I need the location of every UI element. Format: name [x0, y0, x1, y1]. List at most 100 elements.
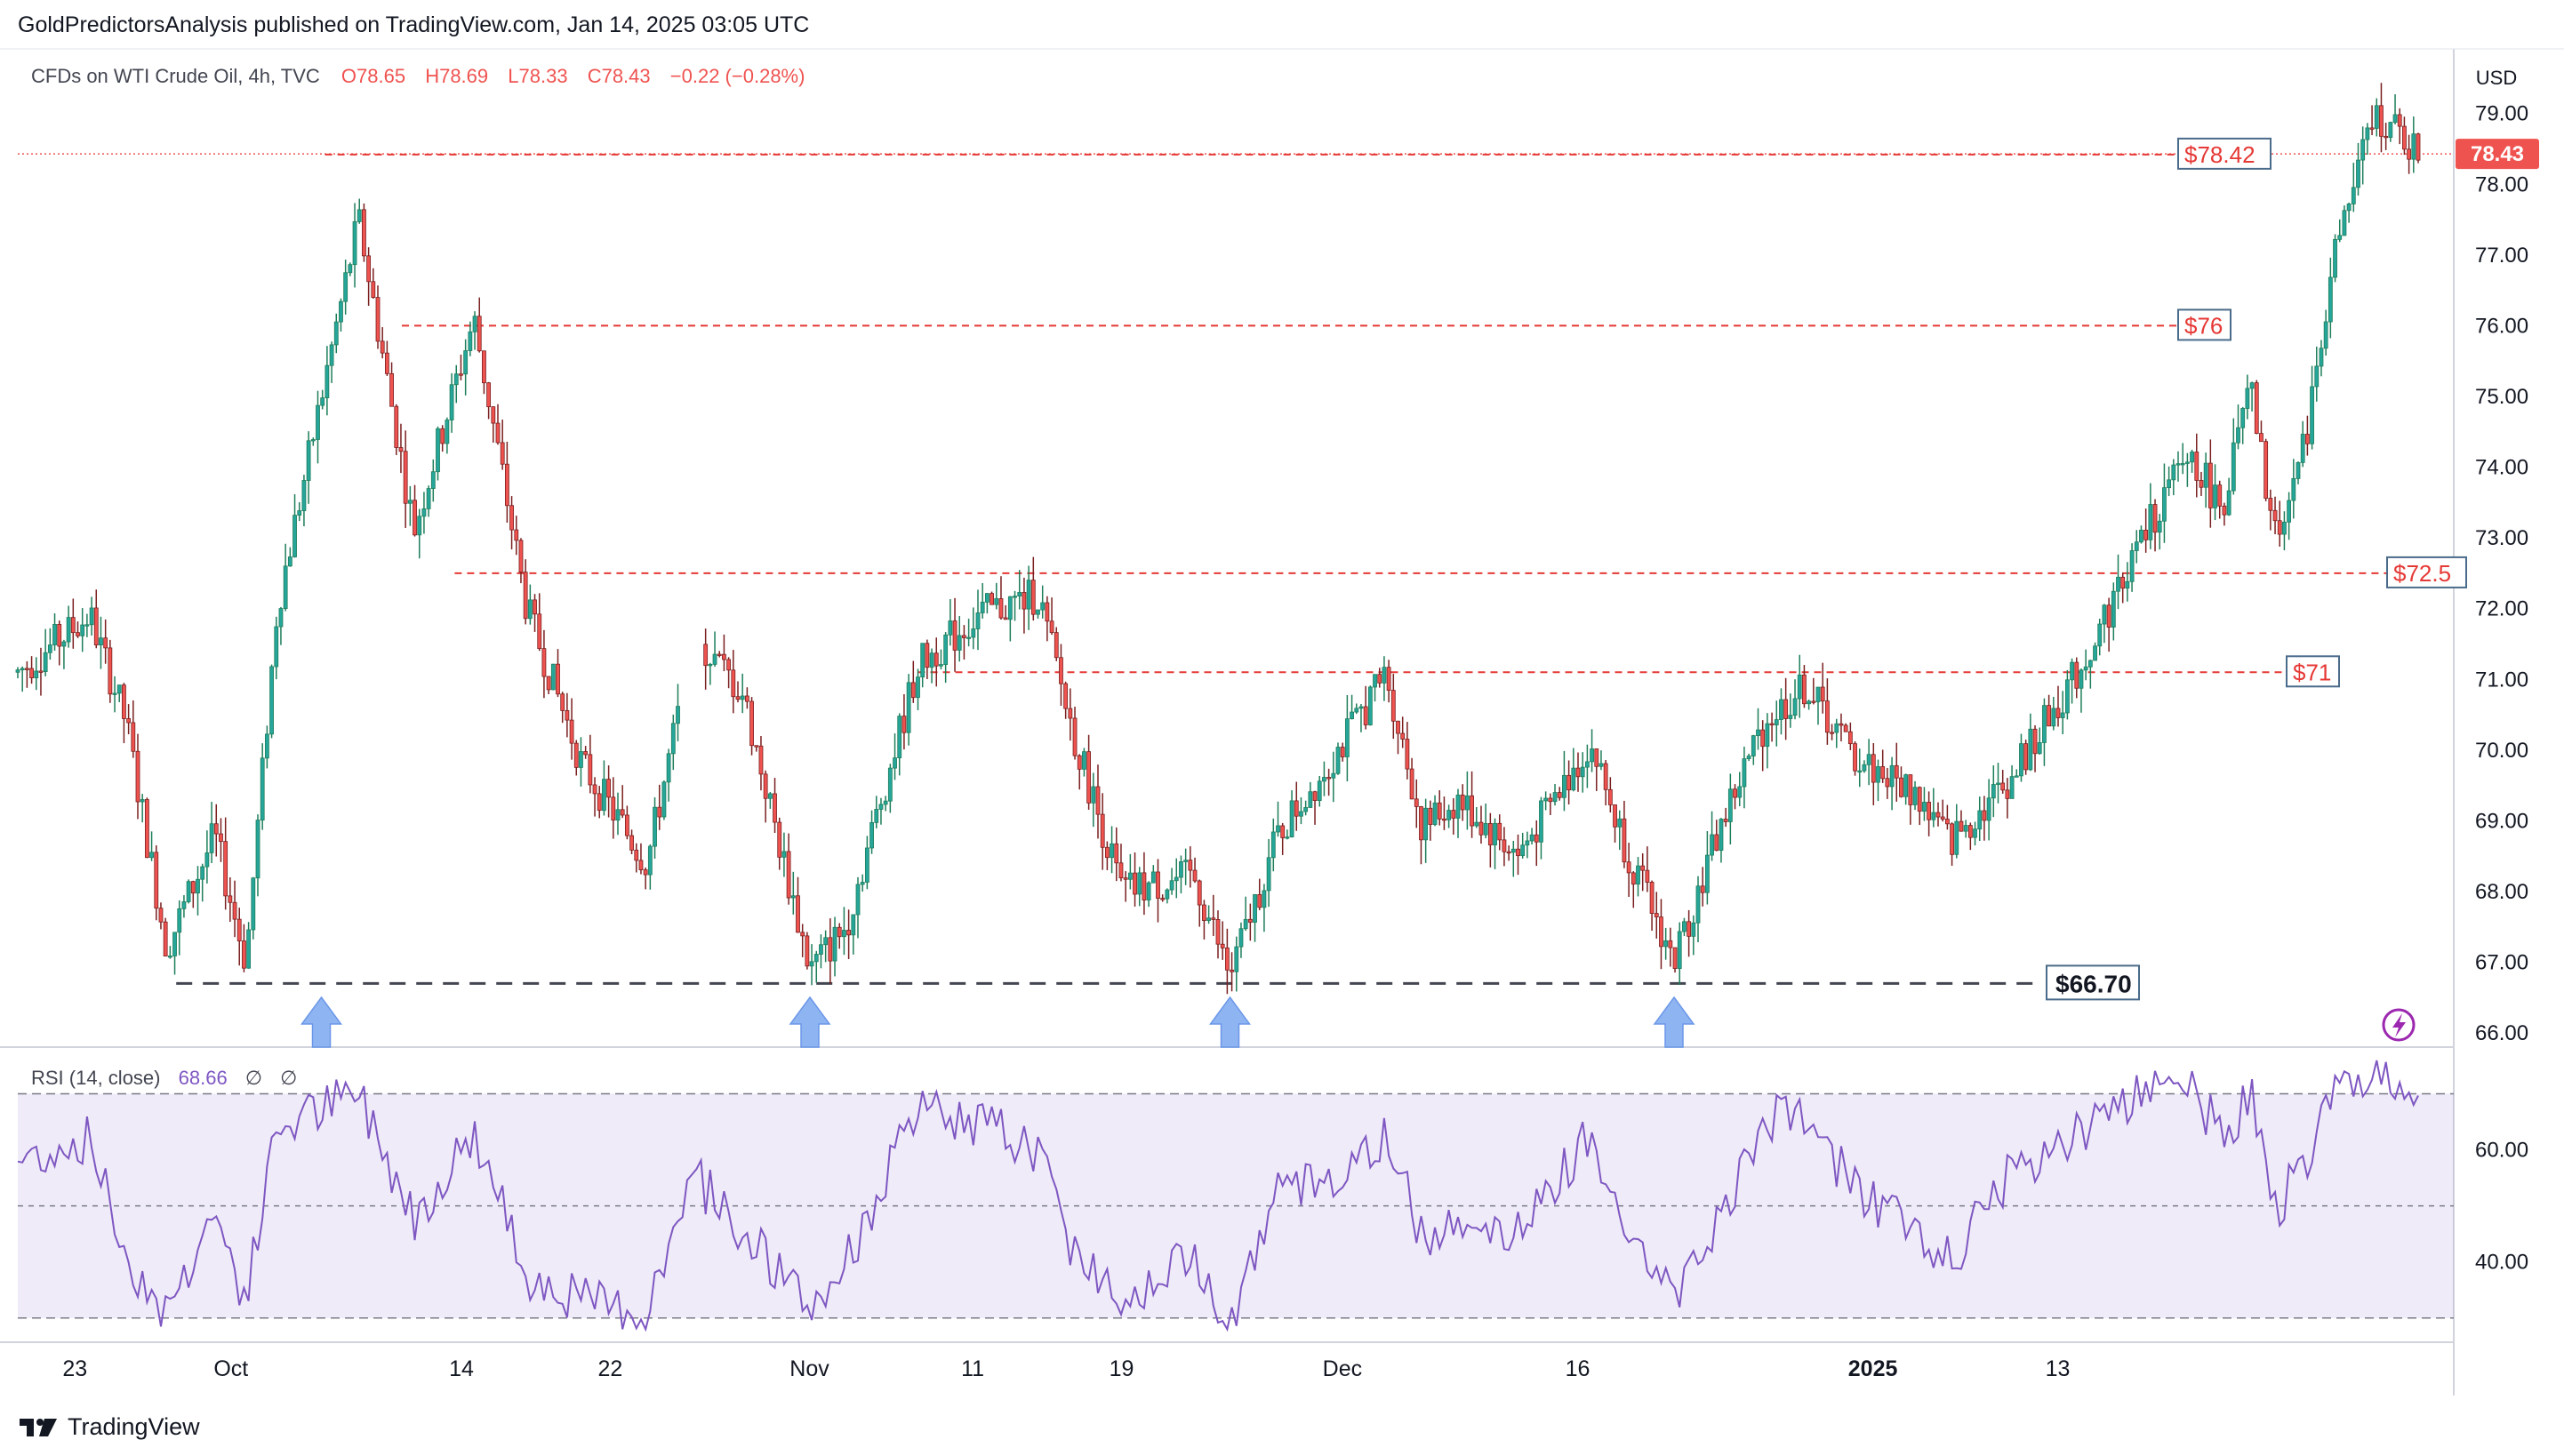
- candle: [445, 417, 450, 454]
- price-tick-label: 77.00: [2475, 244, 2528, 268]
- candle: [2369, 105, 2375, 136]
- candle: [1967, 822, 1973, 851]
- candle: [1317, 775, 1322, 807]
- time-axis-ticks: 23 Oct 14 22 Nov 11 19 Dec 16 2025 13: [62, 1356, 2070, 1381]
- level-78.42[interactable]: $78.42: [325, 137, 2272, 170]
- candle: [1719, 818, 1724, 863]
- candle: [2152, 499, 2158, 552]
- candle: [653, 796, 657, 860]
- level-label: $72.5: [2393, 560, 2451, 587]
- candle: [122, 683, 126, 744]
- candle: [1464, 771, 1470, 830]
- candle: [264, 725, 269, 769]
- level-72.5[interactable]: $72.5: [454, 556, 2467, 588]
- candle: [1783, 677, 1789, 740]
- candle: [140, 794, 145, 823]
- candle: [1299, 796, 1303, 825]
- candle: [1169, 868, 1174, 895]
- candle: [1446, 804, 1452, 828]
- candle: [2051, 696, 2056, 731]
- candle: [2042, 698, 2047, 766]
- candle: [2360, 126, 2366, 185]
- candle: [213, 804, 219, 857]
- candle: [883, 796, 888, 812]
- candle: [1996, 763, 2000, 804]
- candle: [1262, 884, 1267, 932]
- currency-label[interactable]: USD: [2476, 67, 2517, 89]
- candle: [1142, 852, 1147, 916]
- candle: [2304, 415, 2310, 456]
- candle: [1386, 660, 1391, 703]
- candle: [1040, 585, 1046, 619]
- candle: [135, 733, 140, 820]
- candle: [2245, 374, 2250, 420]
- candle: [366, 247, 372, 307]
- candle: [597, 786, 602, 819]
- price-tick-label: 76.00: [2475, 314, 2528, 338]
- price-tick-label: 68.00: [2475, 880, 2528, 904]
- candle: [629, 829, 634, 854]
- candle: [2291, 459, 2296, 519]
- rsi-legend[interactable]: RSI (14, close) 68.66 ∅ ∅: [31, 1067, 297, 1089]
- tradingview-logo[interactable]: TradingView: [18, 1413, 200, 1441]
- candle: [1876, 759, 1880, 802]
- candle: [1123, 871, 1128, 902]
- candle: [297, 501, 302, 522]
- candle: [2397, 108, 2402, 145]
- candle: [1091, 772, 1096, 828]
- candle: [2319, 340, 2324, 377]
- candle: [1312, 790, 1318, 825]
- candle: [887, 764, 893, 813]
- candle: [1700, 867, 1705, 907]
- candle: [1183, 848, 1189, 885]
- tradingview-brand: TradingView: [68, 1413, 200, 1440]
- candle: [781, 832, 787, 877]
- time-tick-label: 2025: [1848, 1356, 1898, 1381]
- candle: [186, 879, 191, 904]
- candlestick-series: [15, 83, 2421, 995]
- support-label-box[interactable]: [2046, 964, 2140, 1001]
- candle: [1940, 799, 1945, 822]
- candle: [1510, 840, 1516, 877]
- candle: [126, 704, 132, 735]
- candle: [1931, 788, 1936, 828]
- time-tick-label: 14: [449, 1356, 474, 1381]
- publisher-attribution: GoldPredictorsAnalysis published on Trad…: [18, 12, 810, 37]
- candle: [828, 918, 833, 984]
- candle: [2157, 514, 2162, 550]
- candle: [602, 760, 606, 816]
- candle: [274, 616, 279, 680]
- price-tick-label: 71.00: [2475, 668, 2528, 692]
- candle: [2333, 234, 2337, 283]
- candle: [1539, 796, 1543, 860]
- symbol-legend[interactable]: CFDs on WTI Crude Oil, 4h, TVC O78.65 H7…: [31, 65, 805, 87]
- candle: [2074, 657, 2079, 699]
- candle: [1150, 865, 1156, 884]
- level-76[interactable]: $76: [402, 308, 2231, 341]
- candle: [2296, 461, 2301, 484]
- resistance-levels: $78.42 $76 $72.5 $71: [325, 137, 2467, 688]
- candle: [1774, 700, 1779, 747]
- candle: [1654, 892, 1659, 939]
- candle: [1792, 679, 1798, 720]
- level-71[interactable]: $71: [917, 655, 2340, 688]
- candle: [2207, 439, 2213, 528]
- candle: [556, 649, 560, 698]
- candle: [1455, 788, 1461, 838]
- candle: [523, 559, 528, 625]
- candle: [149, 831, 154, 861]
- candle: [998, 576, 1004, 620]
- up-arrow-icon: [300, 996, 342, 1048]
- candle: [2194, 433, 2199, 498]
- candle: [436, 426, 440, 481]
- candle: [219, 818, 223, 862]
- candle: [805, 932, 810, 970]
- candle: [1963, 820, 1968, 838]
- candle: [2005, 778, 2010, 819]
- candle: [1894, 742, 1899, 802]
- lightning-icon[interactable]: [2382, 1008, 2416, 1042]
- candle: [394, 404, 399, 455]
- candle: [1640, 852, 1646, 892]
- candle: [103, 619, 108, 664]
